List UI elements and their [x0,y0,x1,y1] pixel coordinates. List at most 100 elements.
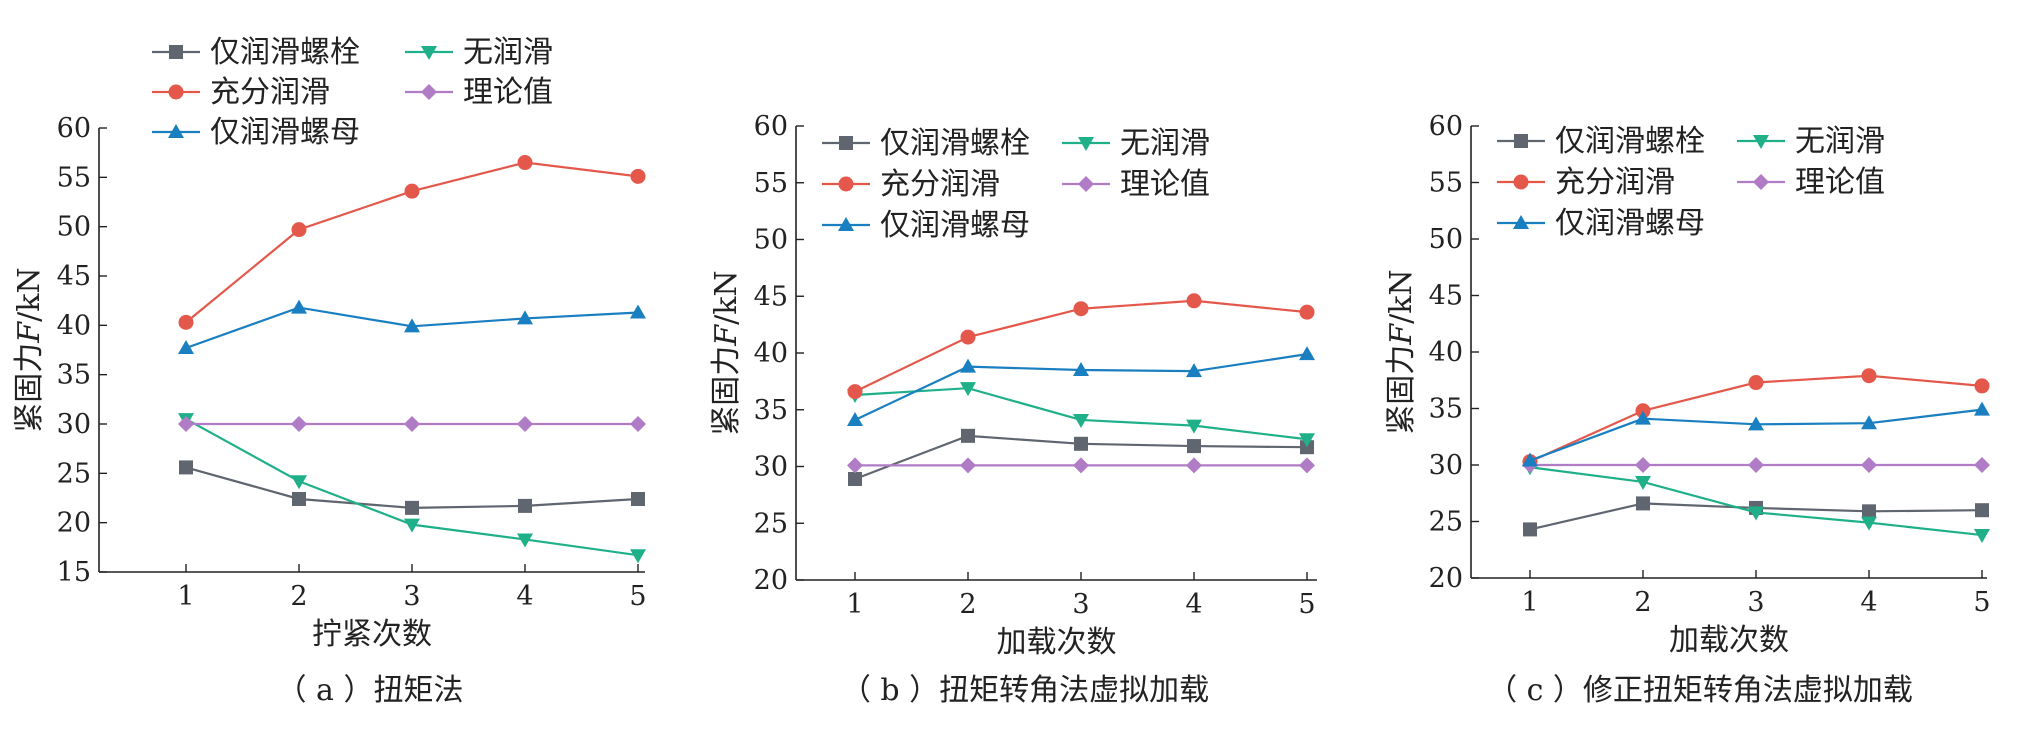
data-point-nut [1748,416,1764,431]
x-tick-label: 1 [177,581,194,612]
y-tick-label: 20 [1429,563,1463,594]
y-axis-label-variable: F [12,321,47,344]
data-point-theory [1073,457,1089,474]
legend-label-none: 无润滑 [1795,124,1885,159]
legend-item-theory: 理论值 [1062,167,1210,202]
y-tick-label: 60 [1429,111,1463,142]
series-nut [1522,401,1990,467]
legend-item-bolt: 仅润滑螺栓 [152,35,360,70]
data-point-full [1299,304,1315,320]
data-point-none [630,549,646,564]
data-point-none [960,382,976,397]
data-point-full [630,168,646,184]
series-full [847,293,1315,400]
data-point-full [517,155,533,171]
data-point-none [1186,419,1202,434]
legend-item-full: 充分润滑 [152,75,330,110]
data-point-full [178,314,194,330]
panel-caption: （ b ）扭矩转角法虚拟加载 [841,673,1209,708]
data-point-nut [517,310,533,325]
y-tick-label: 45 [57,261,91,292]
legend-item-bolt: 仅润滑螺栓 [822,126,1030,161]
data-point-bolt [1187,439,1201,454]
x-tick-label: 3 [1072,589,1089,620]
x-tick-label: 1 [846,589,863,620]
x-tick-label: 4 [516,581,533,612]
data-point-full [1186,293,1202,309]
y-axis-label: 紧固力F/kN [709,270,744,435]
data-point-bolt [292,491,306,506]
legend-marker-theory [1753,174,1769,190]
x-tick-label: 2 [959,589,976,620]
data-point-none [1073,413,1089,428]
legend-item-full: 充分润滑 [822,167,1000,202]
legend-label-bolt: 仅润滑螺栓 [880,126,1030,161]
y-axis-label: 紧固力F/kN [12,267,47,432]
data-point-theory [404,416,420,432]
legend-label-none: 无润滑 [1120,126,1210,161]
legend-marker-bolt [839,136,853,150]
data-point-bolt [961,428,975,443]
y-axis-label-variable: F [709,324,744,347]
y-tick-label: 55 [1429,168,1463,199]
y-tick-label: 55 [754,168,788,199]
series-nut [178,299,646,355]
x-axis-label: 加载次数 [997,625,1117,660]
x-tick-label: 1 [1521,587,1538,618]
y-tick-label: 35 [57,360,91,391]
legend-label-full: 充分润滑 [880,167,1000,202]
data-point-nut [1186,363,1202,378]
x-axis-label: 拧紧次数 [312,617,432,652]
y-tick-label: 60 [57,113,91,144]
legend-marker-nut [168,124,184,138]
data-point-nut [847,411,863,426]
data-point-none [291,475,307,490]
data-point-full [960,329,976,345]
data-point-theory [178,416,194,432]
data-point-nut [1522,452,1538,467]
legend-item-nut: 仅润滑螺母 [152,115,360,150]
series-none [178,413,646,564]
data-point-nut [404,318,420,333]
series-line-none [854,387,1308,441]
data-point-nut [291,299,307,314]
data-point-nut [1073,362,1089,377]
data-point-none [1974,529,1990,544]
y-tick-label: 50 [1429,224,1463,255]
legend-marker-nut [838,217,854,231]
data-point-theory [291,416,307,432]
legend-marker-bolt [169,45,183,59]
legend-marker-theory [1078,176,1094,192]
legend-marker-full [168,84,184,100]
data-point-bolt [1636,496,1650,511]
y-axis-label-prefix: 紧固力 [709,346,744,436]
legend-marker-full [1513,174,1529,190]
legend-marker-full [838,176,854,192]
y-tick-label: 40 [57,310,91,341]
data-point-theory [630,416,646,432]
series-nut [847,346,1315,426]
y-axis-label-variable: F [1384,323,1419,346]
data-point-theory [1186,457,1202,474]
data-point-nut [178,340,194,355]
y-tick-label: 20 [57,508,91,539]
series-theory [1522,457,1990,473]
series-full [178,155,646,330]
y-tick-label: 15 [57,557,91,588]
legend-label-theory: 理论值 [1120,167,1210,202]
data-point-theory [517,416,533,432]
data-point-bolt [179,460,193,475]
data-point-theory [960,457,976,474]
x-tick-label: 2 [290,581,307,612]
legend-item-nut: 仅润滑螺母 [1497,206,1705,241]
legend-label-theory: 理论值 [1795,165,1885,200]
data-point-nut [960,358,976,373]
y-axis-label-prefix: 紧固力 [1384,345,1419,435]
data-point-bolt [1523,522,1537,537]
y-tick-label: 25 [754,508,788,539]
x-tick-label: 2 [1634,587,1651,618]
